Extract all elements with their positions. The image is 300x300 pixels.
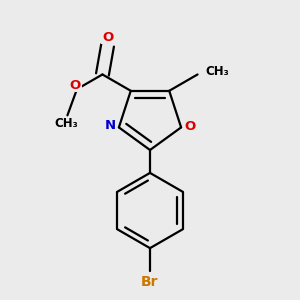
Text: O: O [70,79,81,92]
Text: Br: Br [141,275,159,290]
Text: CH₃: CH₃ [54,117,78,130]
Text: N: N [105,119,116,132]
Text: CH₃: CH₃ [206,65,230,78]
Text: O: O [185,120,196,133]
Text: O: O [102,31,113,44]
